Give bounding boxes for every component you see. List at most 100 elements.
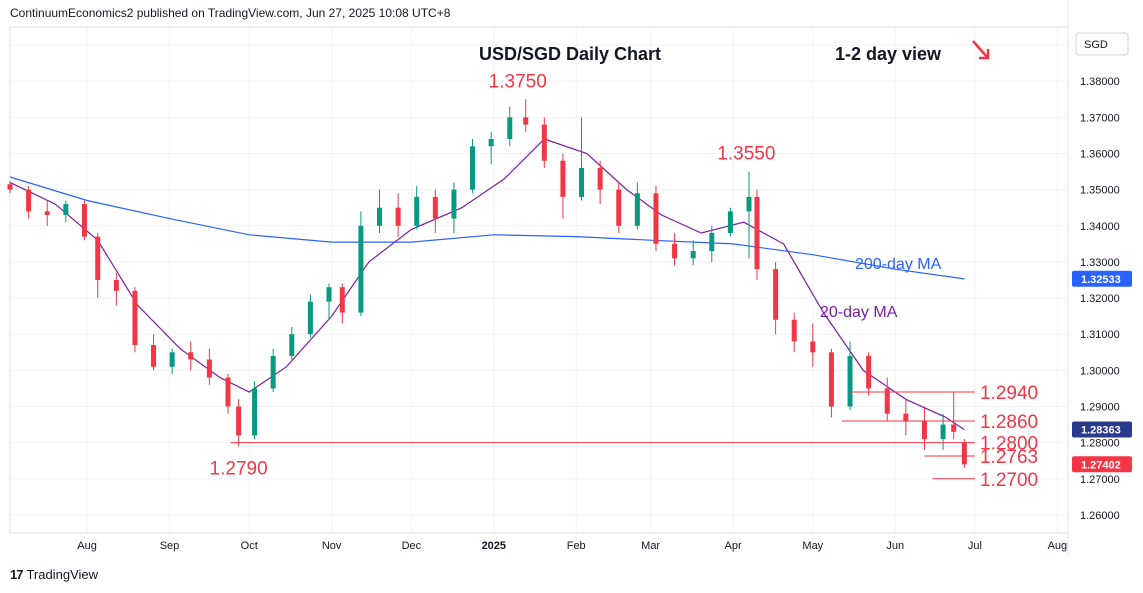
candle-body <box>113 280 119 291</box>
candle-body <box>709 233 715 252</box>
view-text: 1-2 day view <box>835 44 942 64</box>
price-badge <box>1072 421 1132 438</box>
x-tick-label: May <box>802 540 823 552</box>
candle-body <box>132 290 138 346</box>
candle-body <box>188 352 194 360</box>
x-tick-label: Mar <box>641 540 660 552</box>
candle-body <box>951 424 957 432</box>
level-label: 1.2940 <box>980 383 1038 404</box>
candle-body <box>616 189 622 226</box>
candle-body <box>307 301 313 335</box>
y-tick-label: 1.36000 <box>1080 149 1120 161</box>
candle-body <box>672 243 678 259</box>
candle-body <box>63 204 69 215</box>
candle-body <box>95 236 101 280</box>
price-annotation: 1.2790 <box>210 458 268 479</box>
candle-body <box>653 193 659 244</box>
price-annotation: 1.3750 <box>489 71 547 92</box>
y-tick-label: 1.37000 <box>1080 112 1120 124</box>
candle-body <box>414 196 420 226</box>
moving-average-line <box>9 138 965 431</box>
candle-body <box>169 352 175 367</box>
y-tick-label: 1.30000 <box>1080 365 1120 377</box>
candle-body <box>26 189 32 212</box>
x-tick-label: Feb <box>567 540 586 552</box>
candle-body <box>451 189 457 219</box>
candle-body <box>847 355 853 407</box>
candle-body <box>579 167 585 197</box>
y-tick-label: 1.29000 <box>1080 402 1120 414</box>
x-tick-label: Aug <box>1048 540 1068 552</box>
candle-body <box>225 377 231 407</box>
tradingview-brand: TradingView <box>26 567 99 582</box>
candle-body <box>791 319 797 342</box>
level-label: 1.2700 <box>980 470 1038 491</box>
series-label-200ma: 200-day MA <box>855 256 942 273</box>
price-badge <box>1072 456 1132 473</box>
x-tick-label: Aug <box>77 540 97 552</box>
x-tick-label: Sep <box>160 540 180 552</box>
candle-body <box>151 345 157 367</box>
down-arrow-icon <box>972 40 988 58</box>
candle-body <box>488 139 494 147</box>
candle-body <box>395 207 401 226</box>
candle-body <box>773 269 779 320</box>
x-tick-label: Apr <box>724 540 741 552</box>
currency-box <box>1075 32 1129 56</box>
candle-body <box>727 211 733 234</box>
y-tick-label: 1.34000 <box>1080 221 1120 233</box>
candle-body <box>523 117 529 125</box>
y-tick-label: 1.28000 <box>1080 438 1120 450</box>
price-badge-label: 1.27402 <box>1081 459 1121 471</box>
candle-body <box>432 196 438 219</box>
candle-body <box>921 420 927 440</box>
candle-body <box>7 184 13 190</box>
level-label: 1.2800 <box>980 434 1038 455</box>
x-tick-label: 2025 <box>482 540 506 552</box>
candle-body <box>270 355 276 389</box>
candle-body <box>289 334 295 356</box>
y-tick-label: 1.35000 <box>1080 185 1120 197</box>
candle-body <box>541 124 547 161</box>
candle-body <box>206 359 212 378</box>
candle-body <box>884 388 890 414</box>
candle-body <box>81 204 87 237</box>
candle-body <box>690 251 696 259</box>
candle-body <box>597 167 603 190</box>
x-tick-label: Nov <box>322 540 342 552</box>
x-tick-label: Oct <box>241 540 258 552</box>
y-tick-label: 1.27000 <box>1080 474 1120 486</box>
moving-average-line <box>9 176 965 280</box>
price-badge-label: 1.28363 <box>1081 425 1121 437</box>
x-tick-label: Jul <box>968 540 982 552</box>
candle-body <box>252 388 258 436</box>
candle-body <box>560 160 566 197</box>
price-annotation: 1.3550 <box>717 144 775 165</box>
candle-body <box>358 225 364 313</box>
x-tick-label: Jun <box>886 540 904 552</box>
level-label: 1.2860 <box>980 412 1038 433</box>
y-tick-label: 1.26000 <box>1080 510 1120 522</box>
y-tick-label: 1.32000 <box>1080 293 1120 305</box>
tradingview-logo-icon: 17 <box>10 567 24 582</box>
candle-body <box>828 352 834 407</box>
price-badge <box>1072 270 1132 287</box>
price-badge-label: 1.32533 <box>1081 274 1121 286</box>
candle-body <box>236 406 242 436</box>
candle-body <box>44 211 50 215</box>
candle-body <box>940 424 946 440</box>
candle-body <box>470 146 476 190</box>
candle-body <box>507 117 513 140</box>
candle-body <box>810 341 816 353</box>
publisher-header: ContinuumEconomics2 published on Trading… <box>10 6 451 20</box>
chart-title: USD/SGD Daily Chart <box>479 44 661 64</box>
candle-body <box>961 442 967 465</box>
candle-body <box>326 287 332 302</box>
y-tick-label: 1.31000 <box>1080 329 1120 341</box>
candle-body <box>339 287 345 313</box>
candle-body <box>866 355 872 389</box>
y-tick-label: 1.38000 <box>1080 76 1120 88</box>
y-tick-label: 1.33000 <box>1080 257 1120 269</box>
tradingview-footer[interactable]: 17 TradingView <box>10 567 98 582</box>
